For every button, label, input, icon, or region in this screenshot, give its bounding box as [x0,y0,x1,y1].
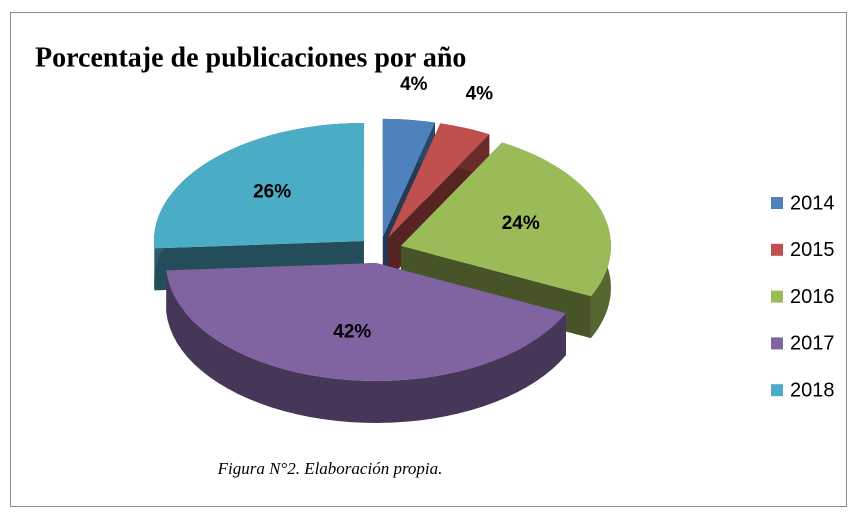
legend-swatch [771,290,783,303]
chart-title: Porcentaje de publicaciones por año [35,42,466,73]
pie-slice [166,262,566,381]
legend-label: 2017 [790,333,835,355]
data-label: 24% [502,213,540,234]
legend-label: 2016 [790,286,835,308]
legend-swatch [771,243,783,256]
pie-slice [400,142,611,297]
slice [400,142,611,339]
legend-swatch [771,384,783,397]
pie-slice [382,118,435,237]
slice [154,122,364,291]
slice-wall [166,270,566,423]
legend-swatch [771,197,783,209]
data-label: 26% [253,182,291,203]
legend-label: 2015 [790,239,835,261]
data-label: 42% [333,322,371,343]
legend-label: 2014 [790,192,835,214]
caption: Figura N°2. Elaboración propia. [217,459,443,478]
legend-label: 2018 [790,379,835,401]
pie-slice [388,123,490,238]
slice [166,262,566,423]
pie-slice [154,122,364,249]
data-label: 4% [400,74,428,95]
data-label: 4% [466,83,494,104]
legend-swatch [771,337,783,350]
